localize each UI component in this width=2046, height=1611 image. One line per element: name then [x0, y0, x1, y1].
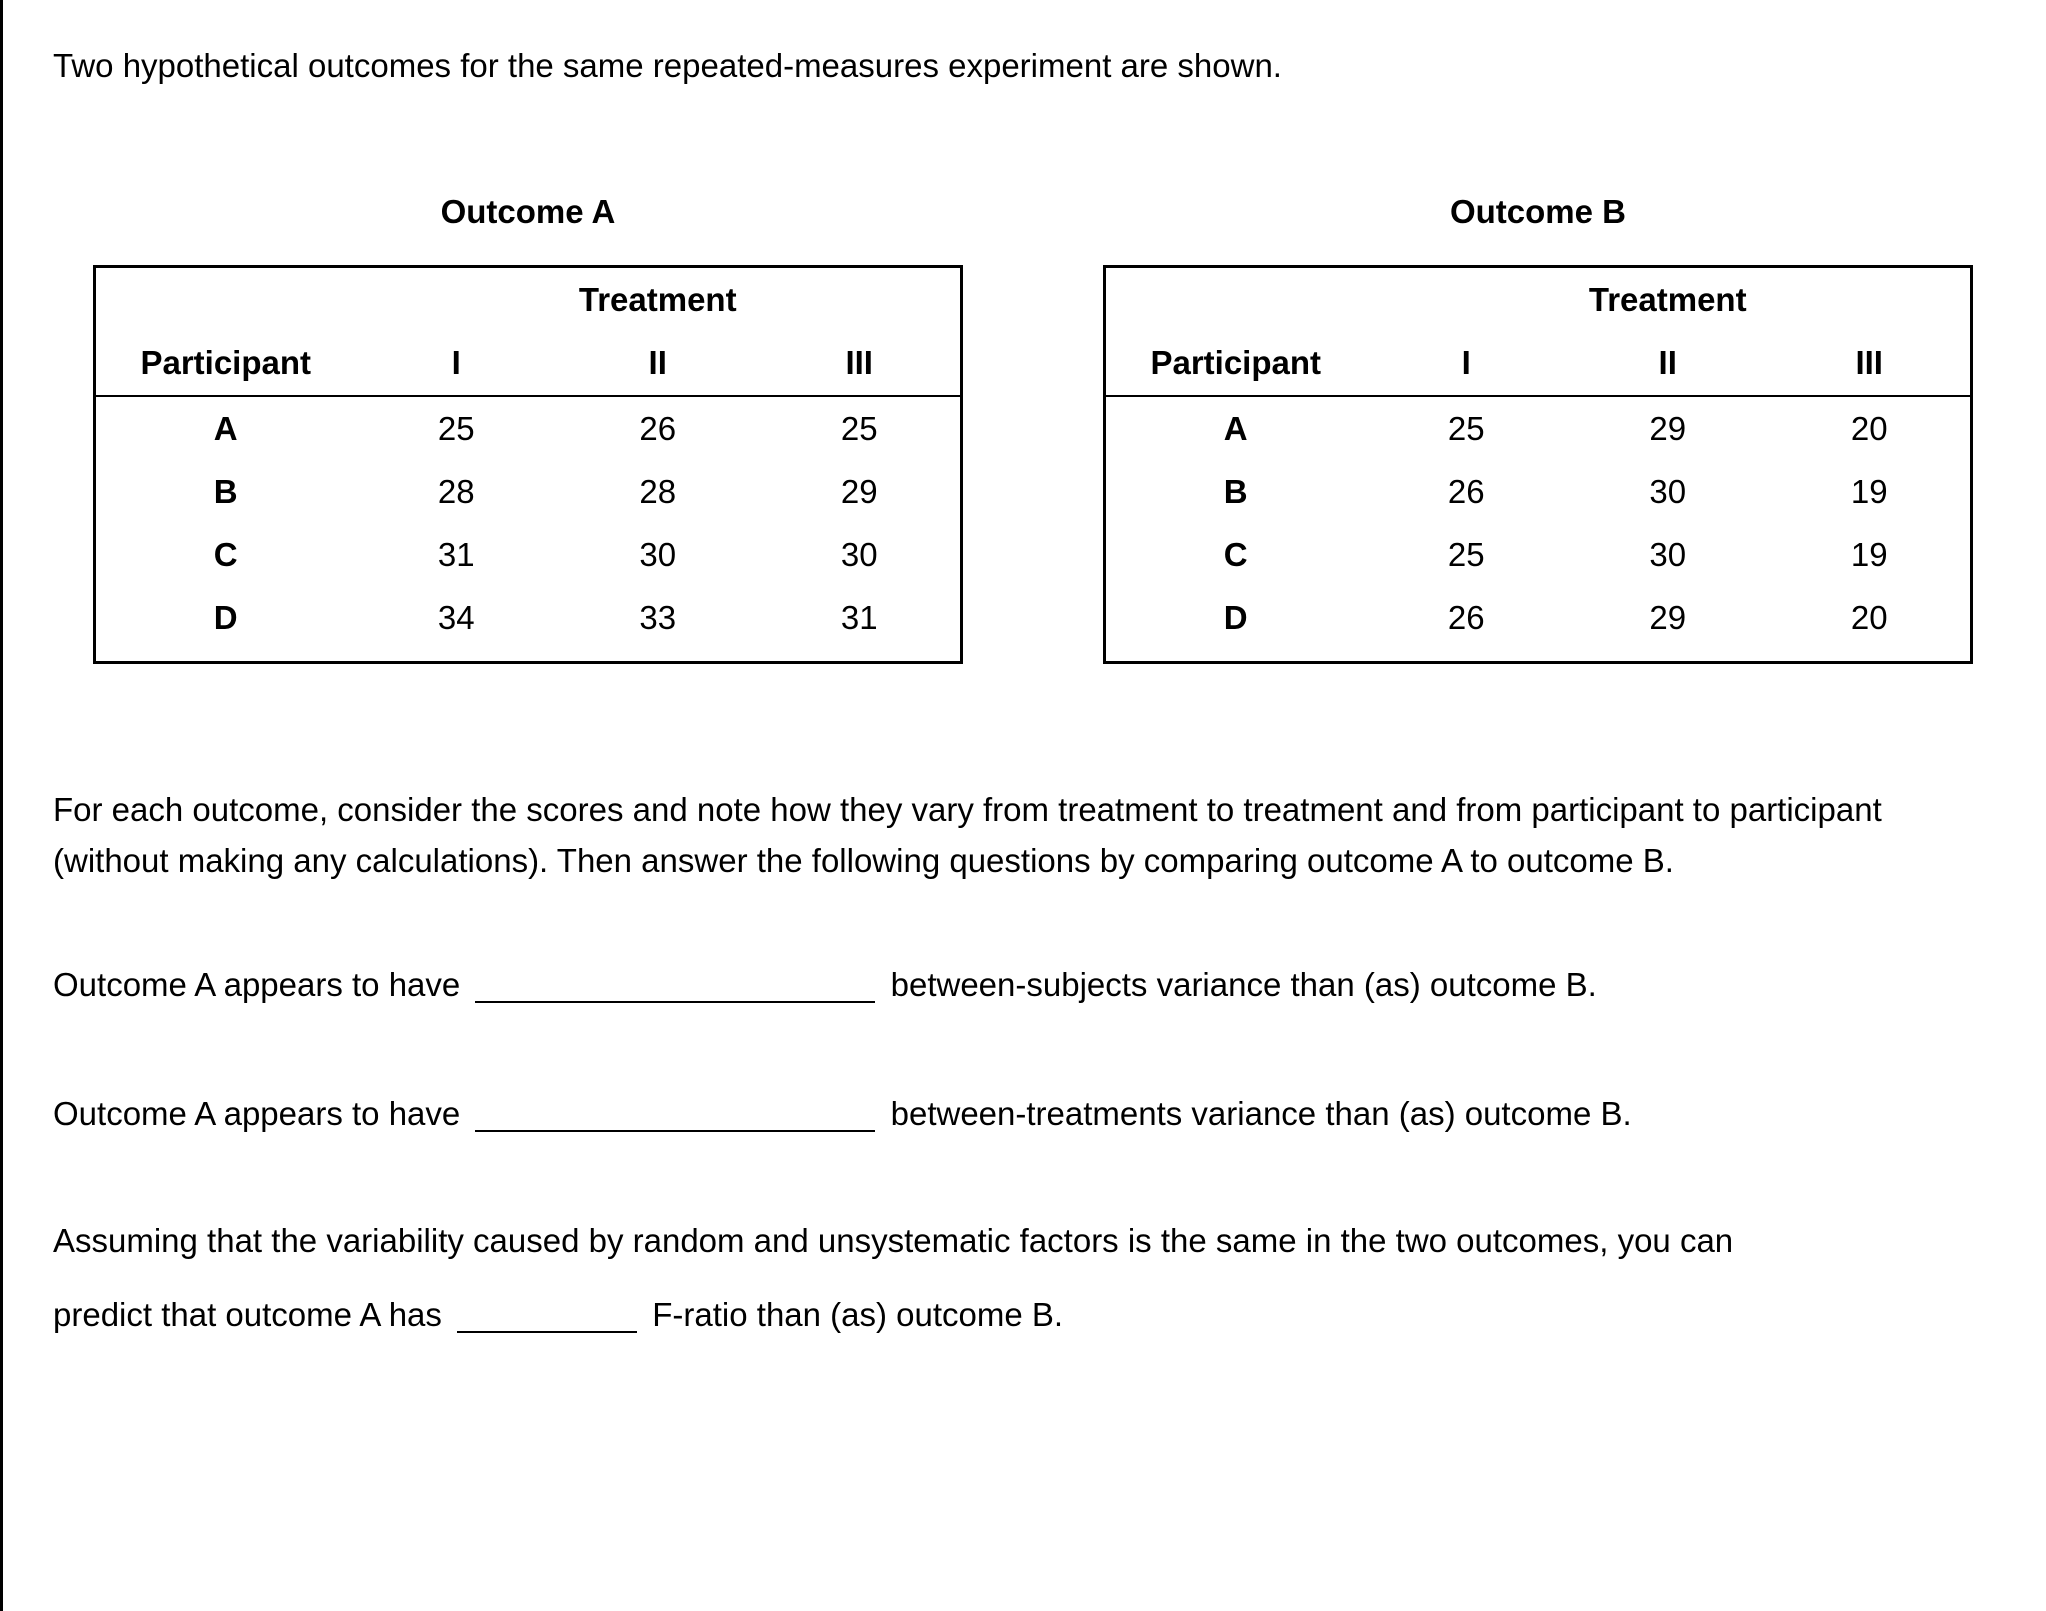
value-cell: 33: [557, 586, 759, 661]
q2-blank[interactable]: [475, 1092, 875, 1132]
participant-cell: D: [96, 586, 355, 661]
value-cell: 30: [557, 523, 759, 586]
value-cell: 26: [557, 397, 759, 460]
question-3: Assuming that the variability caused by …: [53, 1215, 1996, 1340]
tables-row: Outcome A Treatment Participant I II III: [53, 186, 1996, 664]
participant-cell: C: [96, 523, 355, 586]
col-header-iii: III: [758, 331, 960, 396]
value-cell: 29: [1567, 586, 1769, 661]
outcome-a-block: Outcome A Treatment Participant I II III: [93, 186, 963, 664]
value-cell: 26: [1365, 586, 1567, 661]
value-cell: 28: [355, 460, 557, 523]
q3-post-text: F-ratio than (as) outcome B.: [652, 1296, 1063, 1333]
value-cell: 31: [758, 586, 960, 661]
q1-post-text: between-subjects variance than (as) outc…: [891, 966, 1597, 1003]
value-cell: 29: [1567, 397, 1769, 460]
blank-header-cell: [96, 268, 355, 331]
participant-cell: B: [1106, 460, 1365, 523]
outcome-a-title: Outcome A: [93, 186, 963, 237]
outcome-a-table: Treatment Participant I II III A 25 26 2…: [93, 265, 963, 664]
value-cell: 34: [355, 586, 557, 661]
participant-header: Participant: [96, 331, 355, 396]
treatment-header: Treatment: [1365, 268, 1970, 331]
participant-cell: A: [96, 397, 355, 460]
value-cell: 25: [1365, 397, 1567, 460]
q3-blank[interactable]: [457, 1293, 637, 1333]
value-cell: 30: [1567, 460, 1769, 523]
participant-cell: B: [96, 460, 355, 523]
table-row: C 31 30 30: [96, 523, 960, 586]
q2-post-text: between-treatments variance than (as) ou…: [891, 1095, 1632, 1132]
value-cell: 25: [758, 397, 960, 460]
value-cell: 30: [1567, 523, 1769, 586]
table-row: D 34 33 31: [96, 586, 960, 661]
table-row: A 25 29 20: [1106, 397, 1970, 460]
q3-line2: predict that outcome A has F-ratio than …: [53, 1286, 1996, 1340]
question-1: Outcome A appears to have between-subjec…: [53, 956, 1996, 1010]
page-container: Two hypothetical outcomes for the same r…: [0, 0, 2046, 1611]
q1-pre-text: Outcome A appears to have: [53, 966, 460, 1003]
value-cell: 30: [758, 523, 960, 586]
q2-pre-text: Outcome A appears to have: [53, 1095, 460, 1132]
value-cell: 19: [1768, 460, 1970, 523]
participant-cell: D: [1106, 586, 1365, 661]
value-cell: 19: [1768, 523, 1970, 586]
table-row: B 28 28 29: [96, 460, 960, 523]
participant-cell: A: [1106, 397, 1365, 460]
question-2: Outcome A appears to have between-treatm…: [53, 1085, 1996, 1139]
treatment-header: Treatment: [355, 268, 960, 331]
table-row: A 25 26 25: [96, 397, 960, 460]
participant-header: Participant: [1106, 331, 1365, 396]
q1-blank[interactable]: [475, 963, 875, 1003]
blank-header-cell: [1106, 268, 1365, 331]
q3-line1: Assuming that the variability caused by …: [53, 1215, 1996, 1266]
value-cell: 28: [557, 460, 759, 523]
value-cell: 25: [1365, 523, 1567, 586]
value-cell: 25: [355, 397, 557, 460]
col-header-i: I: [1365, 331, 1567, 396]
col-header-iii: III: [1768, 331, 1970, 396]
outcome-b-block: Outcome B Treatment Participant I II III: [1103, 186, 1973, 664]
value-cell: 20: [1768, 397, 1970, 460]
value-cell: 20: [1768, 586, 1970, 661]
outcome-b-title: Outcome B: [1103, 186, 1973, 237]
q3-pre-text: predict that outcome A has: [53, 1296, 442, 1333]
participant-cell: C: [1106, 523, 1365, 586]
outcome-b-table: Treatment Participant I II III A 25 29 2…: [1103, 265, 1973, 664]
col-header-ii: II: [557, 331, 759, 396]
col-header-i: I: [355, 331, 557, 396]
value-cell: 29: [758, 460, 960, 523]
explain-text: For each outcome, consider the scores an…: [53, 784, 1996, 886]
table-row: B 26 30 19: [1106, 460, 1970, 523]
table-row: D 26 29 20: [1106, 586, 1970, 661]
col-header-ii: II: [1567, 331, 1769, 396]
table-row: C 25 30 19: [1106, 523, 1970, 586]
value-cell: 31: [355, 523, 557, 586]
intro-text: Two hypothetical outcomes for the same r…: [53, 40, 1996, 91]
value-cell: 26: [1365, 460, 1567, 523]
